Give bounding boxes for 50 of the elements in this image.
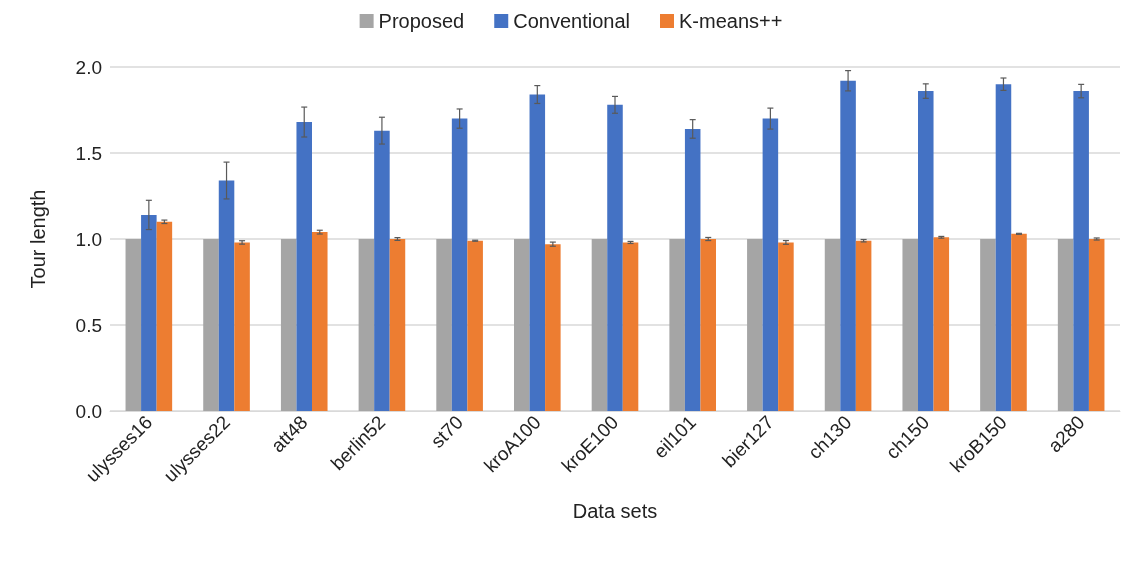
bar (933, 237, 950, 411)
bar (902, 239, 918, 411)
bar (855, 240, 872, 411)
bar (684, 128, 701, 411)
bar (824, 239, 841, 411)
bar (591, 239, 608, 411)
bar (545, 244, 561, 411)
bar (451, 118, 468, 411)
y-tick-label: 2.0 (75, 56, 102, 78)
bar (607, 104, 623, 411)
y-tick-label: 0.5 (75, 314, 102, 336)
bar (436, 239, 452, 411)
bar (762, 118, 779, 411)
bar (141, 214, 157, 411)
bar (700, 239, 716, 411)
bar (125, 239, 142, 411)
bar (778, 242, 794, 411)
bar (389, 239, 406, 411)
legend-label: K-means++ (678, 10, 783, 32)
bar (358, 239, 375, 411)
legend-label: Proposed (378, 10, 465, 32)
x-axis-title: Data sets (572, 500, 658, 522)
bar (980, 239, 996, 411)
y-tick-label: 0.0 (75, 400, 102, 422)
bar (669, 239, 685, 411)
bar (529, 94, 546, 411)
y-axis-title: Tour length (27, 189, 49, 289)
bar (156, 221, 173, 411)
bar (1073, 91, 1089, 411)
bar (514, 239, 530, 411)
bar (296, 122, 312, 411)
bar (234, 242, 250, 411)
bar (1011, 233, 1027, 411)
bar (218, 180, 235, 411)
bar (203, 239, 219, 411)
bar (918, 91, 934, 411)
bar (747, 239, 763, 411)
bar (840, 80, 856, 411)
bar (1088, 239, 1105, 411)
legend-label: Conventional (513, 10, 630, 32)
x-tick-label: st70 (426, 411, 468, 452)
bar (995, 84, 1012, 411)
y-tick-label: 1.5 (75, 142, 102, 164)
bar (280, 239, 297, 411)
bar (312, 232, 328, 411)
bar (374, 130, 390, 411)
bar (622, 242, 639, 411)
bar (1057, 239, 1074, 411)
bar (467, 240, 483, 411)
y-tick-label: 1.0 (75, 228, 102, 250)
